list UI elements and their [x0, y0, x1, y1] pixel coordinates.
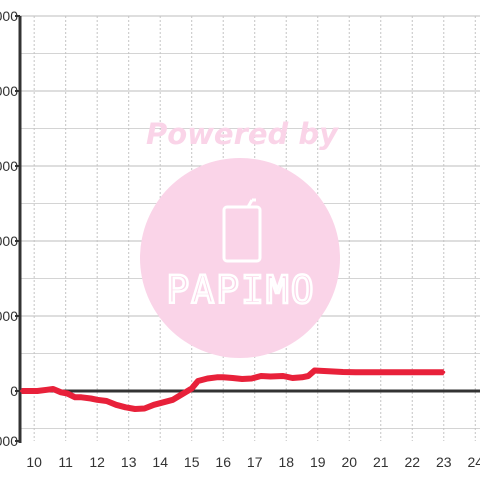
data-point: [240, 377, 244, 381]
data-point: [341, 370, 345, 374]
data-point: [152, 403, 156, 407]
x-tick-label: 17: [247, 454, 263, 470]
watermark-circle: [140, 158, 340, 358]
data-point: [65, 392, 69, 395]
data-point: [142, 407, 146, 410]
data-point: [51, 387, 55, 391]
data-point: [313, 369, 317, 372]
data-point: [177, 394, 181, 398]
data-point: [190, 387, 194, 390]
data-point: [291, 376, 295, 380]
data-point: [410, 370, 414, 374]
x-tick-label: 14: [152, 454, 168, 470]
data-point: [124, 405, 128, 409]
x-tick-label: 23: [436, 454, 452, 470]
x-tick-label: 20: [341, 454, 357, 470]
x-tick-label: 12: [89, 454, 105, 470]
data-point: [259, 374, 263, 378]
data-point: [231, 376, 235, 380]
y-tick-label: 150,000: [0, 8, 18, 24]
data-point: [79, 395, 83, 399]
x-tick-label: 19: [310, 454, 326, 470]
axes: [15, 15, 480, 443]
data-point: [59, 390, 63, 394]
data-point: [95, 398, 99, 402]
watermark: Powered by PAPIMO: [140, 117, 340, 358]
y-tick-label: 120,000: [0, 83, 18, 99]
data-point: [20, 389, 24, 393]
y-tick-label: 90,000: [0, 158, 18, 174]
data-point: [114, 403, 118, 407]
data-point: [268, 375, 272, 378]
x-tick-label: 16: [215, 454, 231, 470]
watermark-brand: PAPIMO: [166, 268, 315, 312]
x-tick-label: 15: [184, 454, 200, 470]
x-tick-label: 11: [58, 454, 73, 470]
data-point: [89, 397, 93, 400]
data-point: [196, 379, 200, 383]
y-tick-label: 30,000: [0, 308, 18, 324]
x-tick-label: 21: [373, 454, 389, 470]
data-point: [205, 377, 209, 380]
watermark-text: Powered by: [146, 117, 339, 151]
data-point: [183, 390, 187, 394]
mobile-phone-icon: [222, 198, 262, 263]
x-tick-label: 18: [278, 454, 294, 470]
x-tick-label: 24: [467, 454, 480, 470]
data-point: [250, 377, 254, 380]
x-tick-label: 13: [121, 454, 137, 470]
series: [20, 367, 446, 412]
data-point: [73, 395, 77, 399]
data-point: [379, 370, 383, 374]
x-tick-label: 10: [26, 454, 42, 470]
data-point: [133, 407, 137, 411]
y-axis-labels: 150,000 120,000 90,000 60,000 30,000 0 -20,000: [0, 8, 18, 449]
x-tick-label: 22: [404, 454, 420, 470]
data-point: [300, 375, 304, 379]
data-point: [331, 370, 335, 373]
data-point: [442, 370, 446, 374]
data-point: [171, 398, 175, 402]
data-point: [281, 374, 285, 378]
data-point: [215, 375, 219, 379]
y-tick-label: -20,000: [0, 433, 18, 449]
y-tick-label: 60,000: [0, 233, 18, 249]
data-point: [322, 369, 326, 373]
x-axis-labels: 10 11 12 13 14 15 16 17 18 19 20 21 22 23 24: [26, 454, 480, 470]
data-point: [161, 400, 165, 404]
data-point: [105, 399, 109, 403]
data-point: [221, 375, 225, 379]
y-tick-label: 0: [10, 383, 18, 399]
data-point: [45, 388, 49, 392]
data-point: [306, 374, 310, 378]
data-point: [354, 370, 358, 374]
data-point: [35, 389, 39, 393]
